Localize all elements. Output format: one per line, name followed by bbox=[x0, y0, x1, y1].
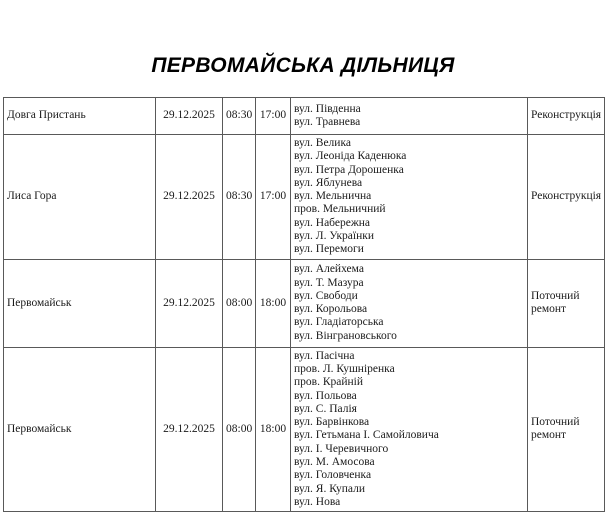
location-cell: Первомайськ bbox=[3, 258, 156, 348]
street-line: вул. І. Черевичного bbox=[294, 442, 389, 455]
streets-cell: вул. Південна вул. Травнева bbox=[290, 97, 528, 135]
location-cell: Первомайськ bbox=[3, 346, 156, 512]
street-line: вул. М. Амосова bbox=[294, 456, 375, 469]
end-time-cell: 17:00 bbox=[255, 97, 291, 135]
page-title: ПЕРВОМАЙСЬКА ДІЛЬНИЦЯ bbox=[151, 54, 455, 77]
location-cell: Довга Пристань bbox=[3, 97, 156, 135]
table-row: Первомайськ 29.12.2025 08:00 18:00 вул. … bbox=[3, 258, 605, 348]
street-line: вул. Свободи bbox=[294, 289, 358, 302]
street-line: вул. Барвінкова bbox=[294, 416, 370, 429]
end-time-cell: 17:00 bbox=[255, 134, 291, 260]
street-line: вул. Вінграновського bbox=[294, 329, 397, 342]
street-line: вул. Алейхема bbox=[294, 263, 364, 276]
street-line: вул. Т. Мазура bbox=[294, 276, 364, 289]
street-line: вул. Нова bbox=[294, 495, 341, 508]
table-row: Довга Пристань 29.12.2025 08:30 17:00 ву… bbox=[3, 97, 605, 135]
street-line: вул. Головченка bbox=[294, 469, 372, 482]
streets-cell: вул. Велика вул. Леоніда Каденюка вул. Пет… bbox=[290, 134, 528, 260]
street-line: вул. С. Палія bbox=[294, 402, 357, 415]
work-type-cell: Поточний ремонт bbox=[527, 258, 605, 348]
date-cell: 29.12.2025 bbox=[155, 346, 223, 512]
start-time-cell: 08:00 bbox=[222, 258, 256, 348]
location-cell: Лиса Гора bbox=[3, 134, 156, 260]
schedule-table-body: Довга Пристань 29.12.2025 08:30 17:00 ву… bbox=[3, 97, 605, 512]
street-line: вул. Яблунева bbox=[294, 176, 363, 189]
street-line: вул. Я. Купали bbox=[294, 482, 365, 495]
start-time-cell: 08:30 bbox=[222, 97, 256, 135]
work-type-cell: Реконструкція bbox=[527, 134, 605, 260]
street-line: вул. Петра Дорошенка bbox=[294, 163, 404, 176]
start-time-cell: 08:30 bbox=[222, 134, 256, 260]
street-line: пров. Л. Кушніренка bbox=[294, 362, 395, 375]
street-line: вул. Гетьмана І. Самойловича bbox=[294, 429, 439, 442]
street-line: вул. Л. Українки bbox=[294, 230, 374, 243]
street-line: вул. Південна bbox=[294, 102, 361, 115]
date-cell: 29.12.2025 bbox=[155, 258, 223, 348]
street-line: вул. Мельнична bbox=[294, 190, 372, 203]
table-row: Лиса Гора 29.12.2025 08:30 17:00 вул. Ве… bbox=[3, 134, 605, 260]
street-line: вул. Гладіаторська bbox=[294, 316, 384, 329]
work-type-cell: Поточний ремонт bbox=[527, 346, 605, 512]
street-line: вул. Корольова bbox=[294, 303, 368, 316]
end-time-cell: 18:00 bbox=[255, 258, 291, 348]
work-type-cell: Реконструкція bbox=[527, 97, 605, 135]
date-cell: 29.12.2025 bbox=[155, 134, 223, 260]
street-line: вул. Пасічна bbox=[294, 349, 355, 362]
schedule-table: Довга Пристань 29.12.2025 08:30 17:00 ву… bbox=[3, 97, 605, 512]
street-line: пров. Мельничний bbox=[294, 203, 386, 216]
street-line: вул. Леоніда Каденюка bbox=[294, 150, 407, 163]
street-line: вул. Набережна bbox=[294, 216, 371, 229]
table-row: Первомайськ 29.12.2025 08:00 18:00 вул. … bbox=[3, 346, 605, 512]
date-cell: 29.12.2025 bbox=[155, 97, 223, 135]
street-line: вул. Перемоги bbox=[294, 243, 364, 256]
street-line: вул. Травнева bbox=[294, 116, 361, 128]
street-line: вул. Польова bbox=[294, 389, 357, 402]
street-line: вул. Велика bbox=[294, 137, 351, 149]
end-time-cell: 18:00 bbox=[255, 346, 291, 512]
streets-cell: вул. Алейхема вул. Т. Мазура вул. Свободи в… bbox=[290, 258, 528, 348]
start-time-cell: 08:00 bbox=[222, 346, 256, 512]
street-line: пров. Крайній bbox=[294, 376, 364, 389]
streets-cell: вул. Пасічна пров. Л. Кушніренка пров. Кра… bbox=[290, 346, 528, 512]
